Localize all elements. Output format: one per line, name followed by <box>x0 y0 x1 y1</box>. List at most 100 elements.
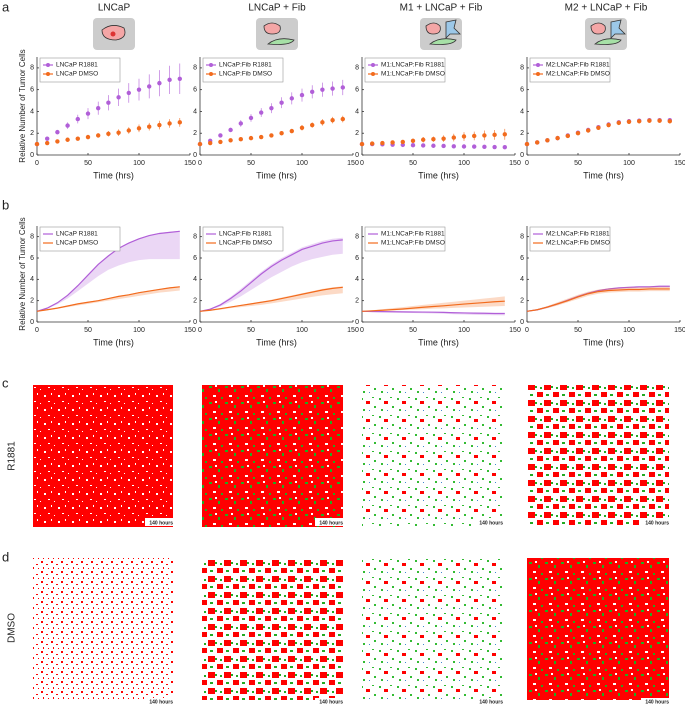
point <box>147 84 152 89</box>
y-tick-label: 2 <box>30 298 34 305</box>
chart: 0 2 4 6 8 0 50 100 150 Time (hrs) M2:LNCaP:Fib R18… <box>520 226 685 347</box>
point <box>157 122 162 128</box>
point <box>461 134 467 139</box>
y-tick-label: 8 <box>520 234 524 241</box>
point <box>126 90 131 96</box>
x-tick-label: 150 <box>509 160 521 167</box>
point <box>524 141 530 147</box>
x-tick-label: 50 <box>574 327 582 334</box>
legend-label: LNCaP DMSO <box>56 240 98 247</box>
chart: 0 2 4 6 8 0 50 100 150 Time (hrs) LNCaP:Fib R1881 L… <box>193 226 359 347</box>
x-tick-label: 0 <box>35 327 39 334</box>
legend-label: M1:LNCaP:Fib DMSO <box>381 71 445 78</box>
point <box>238 137 243 142</box>
point <box>359 141 365 147</box>
x-tick-label: 100 <box>133 327 145 334</box>
simulation-image <box>202 558 343 700</box>
simulation-image <box>527 558 669 700</box>
point <box>502 132 507 137</box>
point <box>647 118 652 123</box>
y-tick-label: 4 <box>355 108 359 115</box>
point <box>626 119 632 124</box>
legend-label: LNCaP:Fib DMSO <box>219 71 272 78</box>
point <box>431 137 436 142</box>
x-tick-label: 0 <box>525 327 529 334</box>
legend-marker <box>46 63 50 67</box>
point <box>259 110 264 115</box>
point <box>269 105 274 111</box>
confidence-band <box>527 286 670 312</box>
x-axis-label: Time (hrs) <box>583 337 624 347</box>
row-label: R1881 <box>7 441 18 471</box>
y-tick-label: 2 <box>30 130 34 137</box>
point <box>248 115 254 121</box>
point <box>259 134 264 140</box>
point <box>502 144 507 150</box>
point <box>616 120 621 126</box>
x-axis-label: Time (hrs) <box>256 170 297 180</box>
point <box>482 133 487 138</box>
panel-label: c <box>2 375 9 390</box>
y-tick-label: 8 <box>355 234 359 241</box>
panel-label: a <box>2 0 10 14</box>
line <box>199 239 343 312</box>
point <box>96 105 101 111</box>
point <box>167 121 172 126</box>
chart: 0 2 4 6 8 0 50 100 150 Time (hrs) LNCaP:Fib R1881 L… <box>193 57 359 180</box>
y-tick-label: 6 <box>520 87 524 94</box>
point <box>330 117 335 123</box>
legend-marker <box>209 72 213 76</box>
confidence-band <box>362 296 505 312</box>
point <box>410 143 416 148</box>
timestamp: 140 hours <box>319 699 343 705</box>
x-tick-label: 50 <box>247 160 255 167</box>
point <box>431 143 436 148</box>
timestamp: 140 hours <box>319 520 343 526</box>
y-tick-label: 8 <box>520 65 524 72</box>
x-tick-label: 150 <box>347 327 359 334</box>
line <box>199 286 343 312</box>
point <box>310 122 315 128</box>
point <box>461 144 467 149</box>
point <box>410 138 416 144</box>
timestamp: 140 hours <box>645 699 669 705</box>
y-tick-label: 2 <box>355 298 359 305</box>
x-tick-label: 50 <box>409 327 417 334</box>
x-tick-label: 0 <box>360 160 364 167</box>
legend-label: M1:LNCaP:Fib DMSO <box>381 240 445 247</box>
y-tick-label: 4 <box>355 276 359 283</box>
point <box>320 120 325 125</box>
point <box>565 133 570 139</box>
column-title: M2 + LNCaP + Fib <box>565 3 648 14</box>
point <box>370 141 375 146</box>
x-tick-label: 150 <box>509 327 521 334</box>
x-tick-label: 150 <box>347 160 359 167</box>
y-tick-label: 8 <box>30 234 34 241</box>
x-tick-label: 150 <box>184 327 196 334</box>
point <box>472 144 477 149</box>
x-tick-label: 100 <box>623 327 635 334</box>
y-tick-label: 4 <box>30 276 34 283</box>
y-tick-label: 2 <box>520 298 524 305</box>
point <box>320 87 325 92</box>
x-tick-label: 0 <box>360 327 364 334</box>
point <box>380 140 385 146</box>
y-tick-label: 8 <box>30 65 34 72</box>
legend-marker <box>536 72 540 76</box>
chart: 0 2 4 6 8 0 50 100 150 Time (hrs) M2:LNCaP:Fib R18… <box>520 57 685 180</box>
point <box>208 140 213 146</box>
legend-box <box>364 57 446 83</box>
point <box>421 143 426 148</box>
legend-label: LNCaP:Fib R1881 <box>219 62 272 69</box>
x-tick-label: 50 <box>84 160 92 167</box>
y-tick-label: 0 <box>30 319 34 326</box>
legend-box <box>39 226 121 252</box>
simulation-image <box>362 385 503 527</box>
x-tick-label: 100 <box>623 160 635 167</box>
y-tick-label: 4 <box>520 108 524 115</box>
point <box>299 92 305 98</box>
point <box>116 95 121 100</box>
x-tick-label: 0 <box>35 160 39 167</box>
legend-box <box>39 57 121 83</box>
point <box>65 137 70 142</box>
